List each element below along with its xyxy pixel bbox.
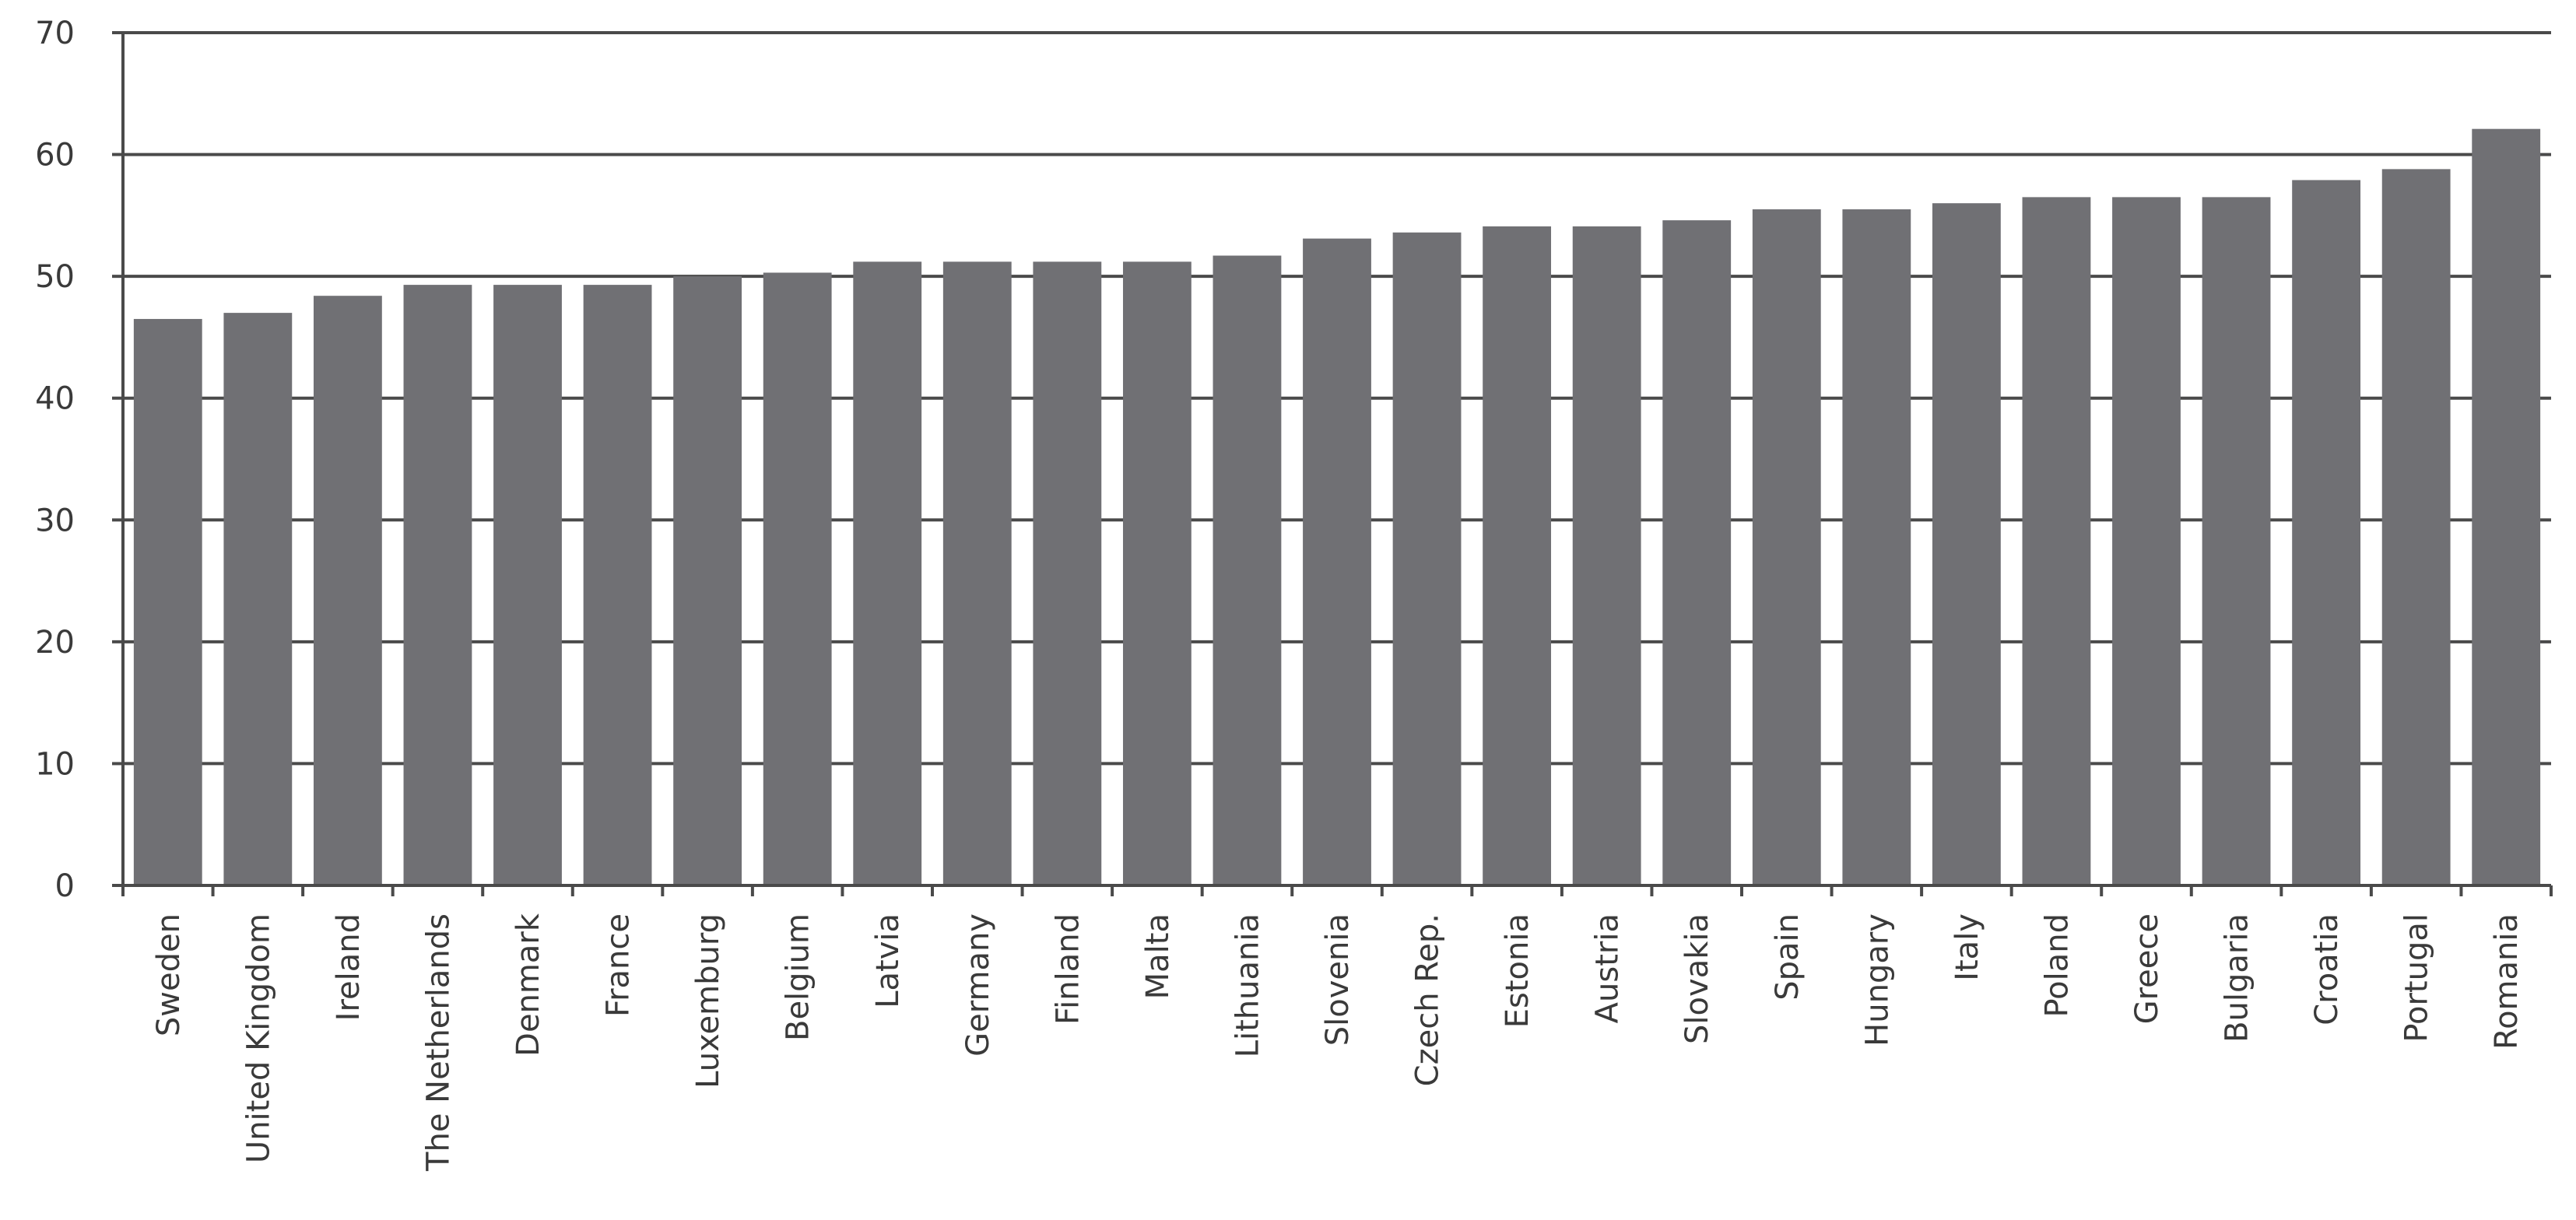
- bar-spain: [1752, 209, 1821, 885]
- bar-estonia: [1483, 226, 1552, 885]
- bar-belgium: [763, 272, 832, 886]
- y-tick-label: 0: [55, 868, 75, 904]
- x-tick-label: Denmark: [511, 913, 546, 1057]
- x-tick-label: France: [601, 913, 637, 1017]
- y-tick-label: 20: [35, 625, 75, 661]
- x-tick-label: Belgium: [781, 913, 816, 1041]
- bar-luxemburg: [673, 276, 742, 886]
- x-tick-label: Ireland: [331, 913, 367, 1021]
- x-tick-label: Czech Rep.: [1410, 913, 1446, 1086]
- x-tick-label: Luxemburg: [690, 913, 726, 1089]
- x-tick-label: Greece: [2129, 913, 2165, 1024]
- x-tick-labels: Sweden United Kingdom Ireland The Netherlan…: [151, 913, 2525, 1172]
- x-tick-label: Estonia: [1500, 913, 1535, 1028]
- bar-hungary: [1842, 209, 1911, 885]
- x-tick-label: Austria: [1590, 913, 1626, 1023]
- bar-the-netherlands: [403, 285, 472, 885]
- y-tick-label: 40: [35, 381, 75, 417]
- y-tick-labels: 0 10 20 30 40 50 60 70: [35, 16, 75, 904]
- y-tick-label: 60: [35, 138, 75, 174]
- bar-austria: [1572, 226, 1641, 885]
- bar-denmark: [493, 285, 562, 885]
- x-tick-label: Poland: [2039, 913, 2075, 1018]
- bar-slovenia: [1303, 238, 1371, 885]
- x-tick-label: United Kingdom: [240, 913, 276, 1163]
- y-tick-label: 30: [35, 503, 75, 538]
- bar-bulgaria: [2202, 197, 2271, 885]
- bar-lithuania: [1213, 255, 1282, 885]
- bars: [133, 128, 2541, 886]
- bar-sweden: [133, 318, 202, 885]
- bar-ireland: [313, 296, 382, 885]
- bar-france: [583, 285, 652, 885]
- x-tick-label: Romania: [2489, 913, 2525, 1050]
- bar-italy: [1932, 203, 2001, 885]
- bar-czech-rep-: [1392, 232, 1462, 886]
- bar-germany: [942, 261, 1012, 886]
- x-tick-label: Malta: [1140, 913, 1176, 999]
- x-tick-label: Portugal: [2399, 913, 2435, 1043]
- x-tick-label: Slovenia: [1320, 913, 1356, 1046]
- bar-finland: [1033, 261, 1102, 886]
- x-tick-label: Spain: [1770, 913, 1806, 1001]
- x-tick-label: Croatia: [2309, 913, 2345, 1025]
- x-tick-label: Bulgaria: [2220, 913, 2255, 1043]
- bar-poland: [2022, 197, 2091, 885]
- x-tick-label: Hungary: [1859, 913, 1895, 1046]
- y-tick-label: 50: [35, 259, 75, 295]
- x-tick-label: Italy: [1950, 913, 1985, 981]
- bar-latvia: [853, 261, 922, 886]
- bar-malta: [1122, 261, 1191, 886]
- bar-romania: [2472, 128, 2541, 886]
- x-tick-label: Finland: [1050, 913, 1086, 1025]
- x-tick-label: Sweden: [151, 913, 187, 1036]
- x-tick-label: Slovakia: [1679, 913, 1715, 1044]
- bar-slovakia: [1662, 220, 1732, 885]
- bar-united-kingdom: [223, 313, 293, 886]
- y-tick-label: 70: [35, 16, 75, 51]
- bar-portugal: [2381, 169, 2451, 886]
- bar-greece: [2112, 197, 2181, 885]
- x-tick-label: Latvia: [870, 913, 906, 1008]
- axes: [112, 31, 2553, 896]
- x-tick-label: Germany: [960, 913, 996, 1057]
- bar-croatia: [2292, 180, 2361, 886]
- x-tick-label: The Netherlands: [420, 913, 456, 1172]
- x-tick-label: Lithuania: [1230, 913, 1265, 1057]
- y-tick-label: 10: [35, 746, 75, 782]
